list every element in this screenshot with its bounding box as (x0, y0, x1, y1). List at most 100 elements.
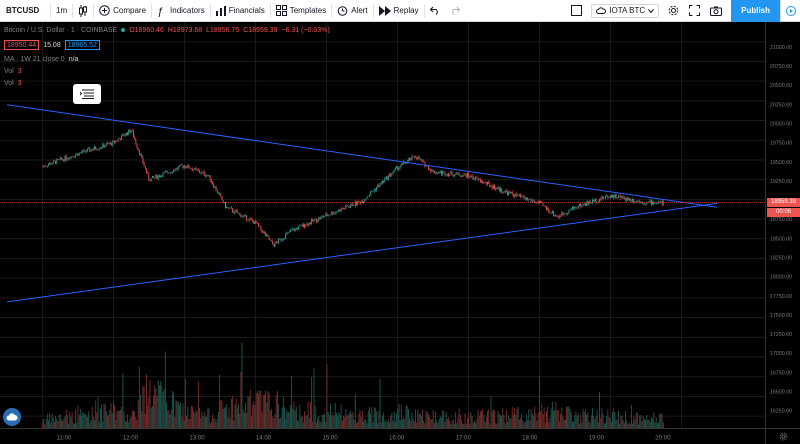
candle-body (317, 220, 318, 222)
time-axis[interactable]: 11:00 12:00 13:00 14:00 15:00 16:00 17:00 18:00… (0, 428, 765, 444)
layout-name-button[interactable]: IOTA BTC (591, 3, 660, 18)
candle-body (184, 165, 186, 168)
templates-button[interactable]: Templates (271, 0, 331, 22)
financials-button[interactable]: Financials (211, 0, 270, 22)
candle-body (53, 160, 55, 162)
candle-body (437, 172, 439, 174)
symbol-search[interactable]: BTCUSD (6, 6, 40, 15)
divider (209, 3, 211, 18)
candle-body (597, 201, 599, 203)
spread-value: 15.08 (43, 41, 61, 49)
axis-settings-button[interactable] (765, 428, 800, 444)
volume-bar (292, 408, 294, 428)
indicators-button[interactable]: ƒ Indicators (152, 0, 210, 22)
replay-label: Replay (393, 6, 419, 15)
volume-indicator-label-2[interactable]: Vol (4, 79, 14, 87)
replay-button[interactable]: Replay (374, 0, 424, 22)
candle-body (484, 181, 486, 183)
volume-bar (161, 385, 163, 428)
volume-bar (387, 418, 389, 428)
volume-bar (543, 407, 545, 428)
candle-body (589, 200, 591, 203)
candle-body (558, 216, 560, 218)
ma-indicator-label[interactable]: MA · 1W 21 close 0 (4, 55, 65, 63)
candle-body (262, 231, 264, 233)
candle-body (358, 201, 360, 202)
compare-button[interactable]: Compare (94, 0, 151, 22)
volume-bar (562, 416, 564, 428)
volume-bar (492, 409, 494, 428)
publish-button[interactable]: Publish (731, 0, 780, 22)
chart-pane[interactable] (0, 22, 765, 428)
candle-body (280, 238, 282, 241)
candle-body (57, 159, 59, 160)
volume-bar (462, 423, 464, 428)
candle-body (71, 156, 73, 157)
candle-body (367, 196, 369, 198)
snapshot-button[interactable] (705, 0, 727, 22)
candle-body (599, 199, 601, 202)
legend-collapse-button[interactable] (73, 84, 101, 104)
volume-bar (423, 420, 425, 428)
chart-type-button[interactable] (73, 0, 93, 22)
candle-body (635, 201, 637, 202)
candle-body (380, 182, 382, 184)
candle-body (515, 193, 517, 197)
volume-bar (392, 420, 394, 428)
volume-bar (114, 405, 116, 428)
candle-body (334, 211, 336, 214)
candle-body (461, 176, 462, 178)
settings-button[interactable] (663, 0, 684, 22)
volume-bar (609, 418, 611, 428)
volume-bar (201, 411, 203, 428)
volume-bar (544, 422, 546, 428)
alert-button[interactable]: Alert (332, 0, 372, 22)
volume-bar (156, 395, 158, 428)
price-axis[interactable]: 21000.00 20750.00 20500.00 20250.00 20000.00… (765, 22, 800, 428)
volume-indicator-label[interactable]: Vol (4, 67, 14, 75)
volume-bar (272, 416, 274, 428)
volume-bar (656, 423, 658, 428)
tradingview-logo[interactable] (3, 408, 21, 426)
candle-body (141, 154, 143, 157)
buy-price-button[interactable]: 18965.52 (64, 40, 100, 50)
publish-play-button[interactable] (780, 0, 800, 22)
trendlines[interactable] (7, 104, 718, 303)
candle-body (330, 214, 331, 216)
volume-bar (659, 413, 661, 428)
volume-bar (494, 410, 495, 428)
volume-bar (430, 419, 432, 428)
candle-body (284, 238, 285, 240)
candle-body (379, 182, 381, 187)
candle-body (169, 172, 171, 174)
volume-bar (240, 371, 242, 428)
candle-body (105, 143, 107, 146)
sell-price-button[interactable]: 18950.44 (4, 40, 40, 50)
volume-bar (403, 417, 405, 428)
fullscreen-button[interactable] (684, 0, 705, 22)
candle-body (298, 226, 300, 230)
candle-body (415, 157, 416, 158)
candle-body (435, 173, 436, 174)
volume-bar (608, 417, 610, 428)
volume-bar (274, 413, 276, 428)
candle-body (312, 219, 314, 222)
undo-button[interactable] (425, 0, 445, 22)
redo-button[interactable] (445, 0, 465, 22)
candle-body (377, 185, 379, 188)
candle-body (417, 156, 419, 160)
volume-bar (241, 343, 243, 428)
candle-body (201, 171, 203, 174)
volume-bar (658, 422, 660, 428)
candle-body (634, 201, 636, 203)
layout-toggle-button[interactable] (566, 0, 587, 22)
candle-body (70, 156, 72, 159)
candle-body (587, 201, 589, 205)
interval-button[interactable]: 1m (56, 6, 68, 15)
candle-body (83, 149, 85, 151)
square-icon (571, 5, 583, 16)
volume-bar (160, 381, 162, 428)
volume-bar (288, 411, 290, 428)
candle-body (187, 164, 189, 168)
volume-bar (509, 418, 511, 428)
